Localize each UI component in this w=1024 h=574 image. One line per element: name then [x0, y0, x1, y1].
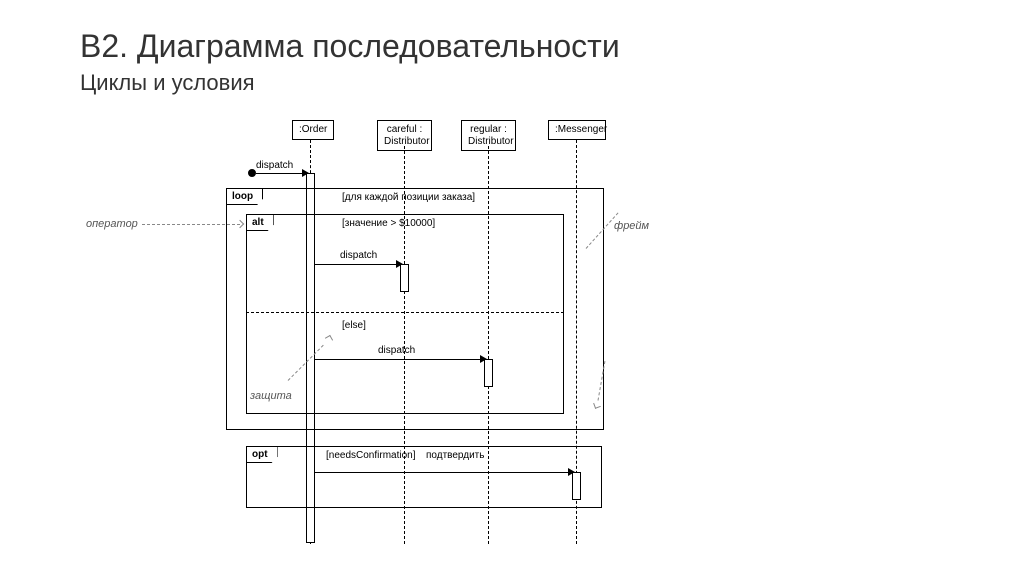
msg-confirm — [315, 472, 570, 473]
annotation-operator-arrow — [142, 224, 240, 225]
participant-order: :Order — [292, 120, 334, 140]
frame-loop-label: loop — [227, 189, 263, 205]
frame-loop-guard: [для каждой позиции заказа] — [342, 192, 475, 203]
frame-alt-guard: [значение > $10000] — [342, 218, 435, 229]
msg-label-confirm: подтвердить — [426, 450, 484, 461]
msg-label-dispatch-start: dispatch — [256, 160, 293, 171]
frame-opt-label: opt — [247, 447, 278, 463]
msg-regular — [315, 359, 482, 360]
found-message-dot — [248, 169, 256, 177]
annotation-guard: защита — [250, 390, 292, 402]
alt-separator — [246, 312, 564, 313]
msg-label-regular: dispatch — [378, 345, 415, 356]
frame-opt-guard: [needsConfirmation] — [326, 450, 416, 461]
frame-alt-label: alt — [247, 215, 274, 231]
msg-dispatch-start — [256, 173, 304, 174]
annotation-operator: оператор — [86, 218, 138, 230]
activation-regular — [484, 359, 493, 387]
activation-careful — [400, 264, 409, 292]
participant-regular-label: regular :Distributor — [468, 124, 514, 147]
sequence-diagram: :Order careful :Distributor regular :Dis… — [148, 120, 708, 550]
annotation-frame: фрейм — [614, 220, 649, 232]
msg-label-careful: dispatch — [340, 250, 377, 261]
page-subtitle: Циклы и условия — [80, 70, 255, 96]
frame-opt: opt — [246, 446, 602, 508]
participant-messenger: :Messenger — [548, 120, 606, 140]
participant-careful-label: careful :Distributor — [384, 124, 430, 147]
frame-alt-else-guard: [else] — [342, 320, 366, 331]
page-title: В2. Диаграмма последовательности — [80, 28, 620, 65]
msg-careful — [315, 264, 398, 265]
activation-messenger — [572, 472, 581, 500]
frame-alt: alt — [246, 214, 564, 414]
